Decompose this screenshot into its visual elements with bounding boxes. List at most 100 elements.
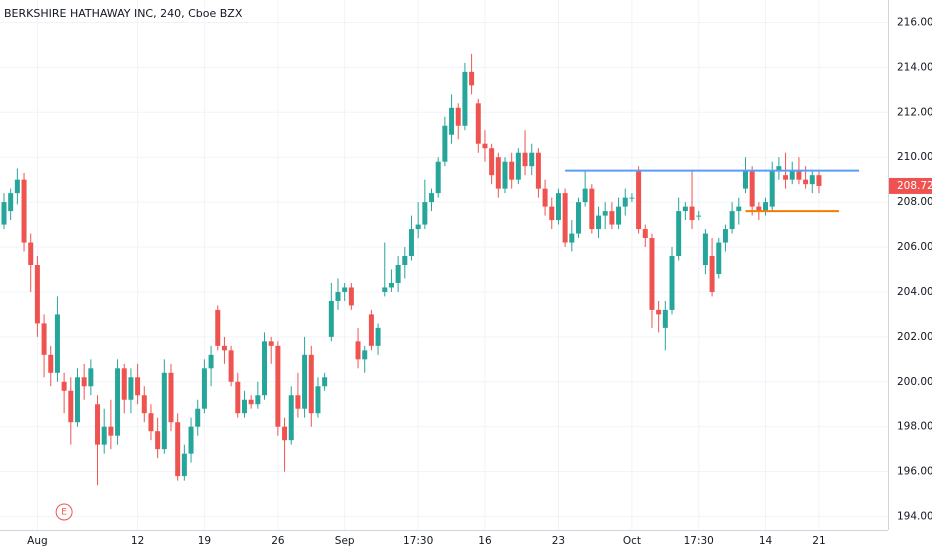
- candle-body: [689, 206, 695, 221]
- candle-body: [362, 350, 368, 360]
- candle-body: [28, 242, 34, 265]
- x-tick-label: 26: [271, 535, 285, 547]
- x-tick-label: Oct: [623, 535, 641, 547]
- candle-body: [636, 170, 642, 230]
- overlays: E: [55, 169, 860, 521]
- candle-body: [515, 152, 521, 180]
- y-tick-label: 194.00: [897, 511, 932, 523]
- candle-body: [642, 229, 648, 239]
- candle-body: [368, 314, 374, 346]
- last-price-box: [889, 177, 932, 194]
- candle-body: [742, 170, 748, 189]
- candle-body: [121, 368, 127, 400]
- candle-body: [255, 395, 261, 405]
- candle-body: [415, 224, 421, 230]
- candle-body: [495, 157, 501, 189]
- x-tick-label: 16: [478, 535, 492, 547]
- candle-body: [328, 300, 334, 337]
- candle-body: [335, 291, 341, 301]
- y-tick-label: 208.00: [897, 196, 932, 208]
- candle-body: [68, 390, 74, 423]
- candle-body: [709, 256, 715, 292]
- candle-body: [241, 399, 247, 414]
- candle-body: [141, 395, 147, 414]
- candle-body: [395, 265, 401, 283]
- y-tick-label: 204.00: [897, 286, 932, 298]
- x-tick-label: 12: [131, 535, 144, 547]
- candle-body: [248, 399, 254, 405]
- candle-body: [529, 152, 535, 167]
- candle-body: [308, 354, 314, 414]
- candle-body: [449, 107, 455, 135]
- candle-body: [736, 206, 742, 212]
- event-label: E: [61, 508, 67, 518]
- x-tick-label: 21: [812, 535, 825, 547]
- candle-body: [783, 175, 789, 180]
- x-tick-label: 17:30: [684, 535, 714, 547]
- y-tick-label: 214.00: [897, 61, 932, 73]
- candle-body: [555, 193, 561, 221]
- candle-body: [669, 256, 675, 310]
- candle-body: [322, 377, 328, 387]
- candle-body: [809, 175, 815, 185]
- candle-body: [469, 71, 475, 86]
- chart-title: BERKSHIRE HATHAWAY INC, 240, Cboe BZX: [4, 7, 243, 20]
- candle-body: [656, 309, 662, 315]
- candle-body: [8, 193, 14, 212]
- candle-body: [749, 170, 755, 207]
- candle-body: [776, 166, 782, 171]
- candles: [1, 53, 822, 486]
- candle-body: [562, 193, 568, 243]
- last-price-label: 208.72: [897, 180, 932, 192]
- y-tick-label: 206.00: [897, 241, 932, 253]
- candle-body: [816, 175, 822, 186]
- candle-body: [542, 188, 548, 207]
- x-tick-label: 17:30: [403, 535, 433, 547]
- candle-body: [602, 211, 608, 216]
- y-tick-label: 216.00: [897, 16, 932, 28]
- candle-body: [609, 211, 615, 225]
- y-tick-label: 200.00: [897, 376, 932, 388]
- candle-body: [101, 426, 107, 445]
- candle-body: [208, 354, 214, 369]
- x-tick-label: 23: [552, 535, 565, 547]
- candle-body: [455, 107, 461, 126]
- candle-body: [195, 408, 201, 427]
- y-tick-label: 196.00: [897, 466, 932, 478]
- candle-body: [228, 350, 234, 382]
- candle-body: [342, 287, 348, 292]
- candle-body: [569, 233, 575, 243]
- event-marker: [55, 503, 73, 521]
- candle-body: [235, 381, 241, 414]
- candle-body: [221, 345, 227, 351]
- x-tick-label: 14: [759, 535, 773, 547]
- candle-body: [622, 197, 628, 207]
- candle-body: [429, 193, 435, 203]
- candle-body: [302, 354, 308, 409]
- candle-body: [702, 233, 708, 265]
- candle-body: [168, 372, 174, 423]
- candle-body: [201, 368, 207, 409]
- candle-body: [769, 170, 775, 207]
- candle-body: [716, 242, 722, 274]
- candle-body: [34, 265, 40, 324]
- candle-body: [535, 152, 541, 189]
- candle-body: [282, 426, 288, 441]
- candle-body: [148, 413, 154, 432]
- candle-body: [803, 179, 809, 185]
- candle-body: [489, 148, 495, 176]
- candle-body: [1, 202, 7, 225]
- candle-body: [676, 211, 682, 257]
- y-tick-label: 212.00: [897, 106, 932, 118]
- candle-body: [422, 202, 428, 225]
- y-tick-label: 210.00: [897, 151, 932, 163]
- candle-body: [649, 238, 655, 310]
- candle-body: [729, 211, 735, 230]
- x-tick-label: Sep: [335, 535, 355, 547]
- candle-body: [662, 309, 668, 328]
- candle-body: [14, 179, 20, 194]
- candle-body: [789, 170, 795, 180]
- candle-body: [388, 282, 394, 288]
- candle-body: [135, 377, 141, 396]
